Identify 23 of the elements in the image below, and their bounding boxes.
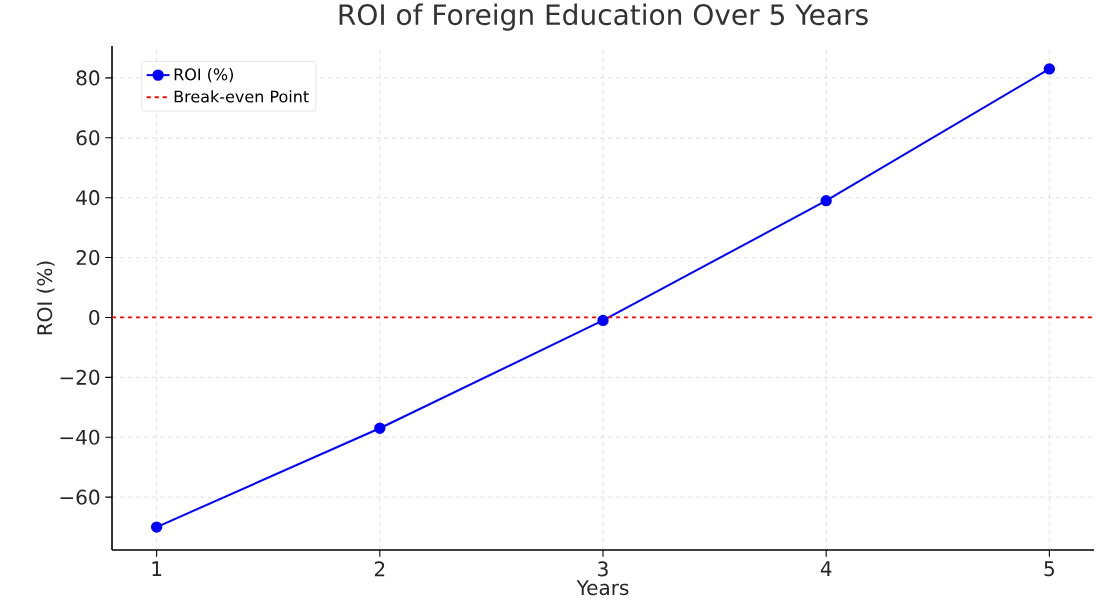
y-tick-label: −20 <box>60 369 100 385</box>
point <box>374 422 386 434</box>
y-tick-label: −40 <box>60 429 100 445</box>
y-tick-label: 80 <box>76 70 100 86</box>
y-tick-label: 20 <box>76 250 100 266</box>
point <box>150 521 163 533</box>
y-axis-title: ROI (%) <box>36 261 55 335</box>
x-tick-label: 4 <box>820 561 832 576</box>
x-tick-label: 2 <box>374 561 385 577</box>
point <box>1043 63 1056 75</box>
point <box>820 195 832 207</box>
legend-label: Break-even Point <box>174 90 309 103</box>
x-tick-label: 1 <box>152 561 162 576</box>
y-tick-label: 60 <box>76 130 100 146</box>
y-tick-label: 40 <box>76 190 100 206</box>
y-tick-label: −60 <box>60 489 100 505</box>
legend-label: ROI (%) <box>174 68 233 83</box>
x-tick-label: 3 <box>598 561 608 577</box>
y-tick-label: 0 <box>89 309 100 326</box>
chart-title: ROI of Foreign Education Over 5 Years <box>339 3 868 31</box>
x-tick-label: 5 <box>1044 561 1054 577</box>
x-axis-title: Years <box>576 580 629 596</box>
point <box>597 314 609 327</box>
